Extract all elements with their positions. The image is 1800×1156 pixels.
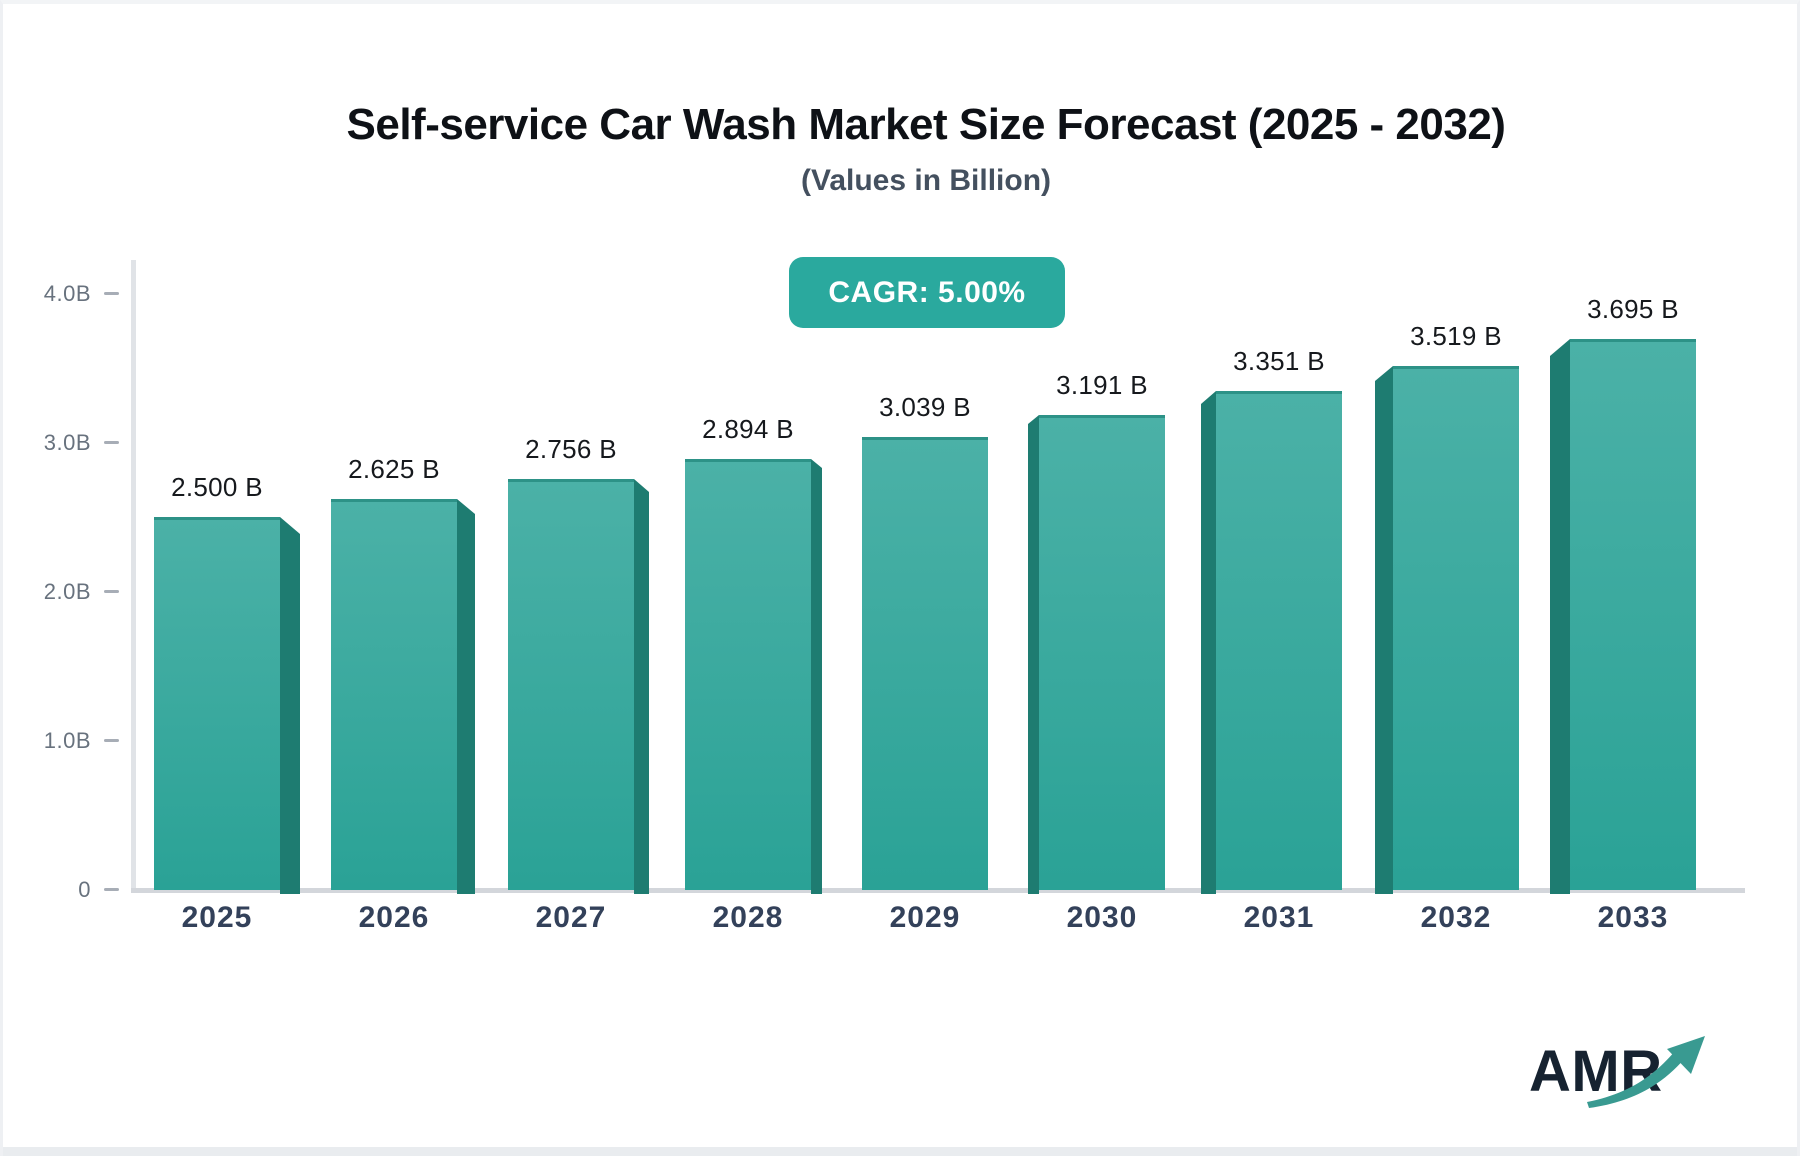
- x-axis-label-2027: 2027: [535, 901, 607, 934]
- x-axis-label-2031: 2031: [1243, 901, 1315, 934]
- y-axis-tick: [104, 888, 119, 891]
- bar-value-label: 3.039 B: [879, 392, 971, 422]
- bar-2032[interactable]: [1393, 366, 1519, 890]
- bar-value-label: 2.625 B: [348, 454, 440, 484]
- y-axis-tick: [104, 590, 119, 593]
- x-axis-label-2030: 2030: [1066, 901, 1138, 934]
- bar-2029[interactable]: [862, 437, 988, 890]
- bar-2025[interactable]: [154, 517, 280, 890]
- x-axis-baseline: [131, 888, 1745, 893]
- x-axis-label-2029: 2029: [889, 901, 961, 934]
- bottom-edge-divider: [3, 1147, 1797, 1156]
- x-axis-label-2032: 2032: [1420, 901, 1492, 934]
- y-axis-label: 2.0B: [43, 579, 91, 604]
- y-axis-tick: [104, 441, 119, 444]
- y-axis-line: [131, 260, 136, 893]
- bar-side-face-2028: [811, 459, 822, 894]
- bar-value-label: 3.191 B: [1056, 370, 1148, 400]
- bar-side-face-2032: [1375, 366, 1393, 894]
- y-axis-tick: [104, 739, 119, 742]
- y-axis-label: 1.0B: [43, 728, 91, 753]
- bar-value-label: 2.500 B: [171, 472, 263, 502]
- bar-value-label: 3.695 B: [1587, 294, 1679, 324]
- x-axis-label-2026: 2026: [358, 901, 430, 934]
- bar-value-label: 2.756 B: [525, 434, 617, 464]
- y-axis-tick: [104, 292, 119, 295]
- cagr-badge: CAGR: 5.00%: [789, 257, 1065, 328]
- bar-side-face-2027: [634, 479, 649, 894]
- bar-2033[interactable]: [1570, 339, 1696, 890]
- cagr-badge-label: CAGR: 5.00%: [828, 275, 1026, 309]
- bar-side-face-2030: [1028, 415, 1039, 894]
- bar-2026[interactable]: [331, 499, 457, 890]
- bar-value-label: 2.894 B: [702, 414, 794, 444]
- bar-2028[interactable]: [685, 459, 811, 890]
- bar-side-face-2025: [280, 517, 300, 894]
- bar-2027[interactable]: [508, 479, 634, 890]
- y-axis-label: 3.0B: [43, 430, 91, 455]
- bar-side-face-2026: [457, 499, 475, 894]
- bar-side-face-2033: [1550, 339, 1570, 894]
- x-axis-label-2025: 2025: [181, 901, 253, 934]
- amr-logo: AMR: [1529, 1036, 1729, 1122]
- x-axis-label-2028: 2028: [712, 901, 784, 934]
- chart-subtitle: (Values in Billion): [800, 164, 1052, 197]
- bar-value-label: 3.519 B: [1410, 321, 1502, 351]
- chart-title: Self-service Car Wash Market Size Foreca…: [346, 100, 1506, 149]
- x-axis-label-2033: 2033: [1597, 901, 1669, 934]
- growth-arrow-icon: [1587, 1036, 1705, 1108]
- y-axis-label: 4.0B: [43, 281, 91, 306]
- y-axis-label: 0: [78, 877, 91, 902]
- bar-value-label: 3.351 B: [1233, 346, 1325, 376]
- bar-side-face-2031: [1201, 391, 1216, 894]
- bar-2030[interactable]: [1039, 415, 1165, 890]
- bar-2031[interactable]: [1216, 391, 1342, 890]
